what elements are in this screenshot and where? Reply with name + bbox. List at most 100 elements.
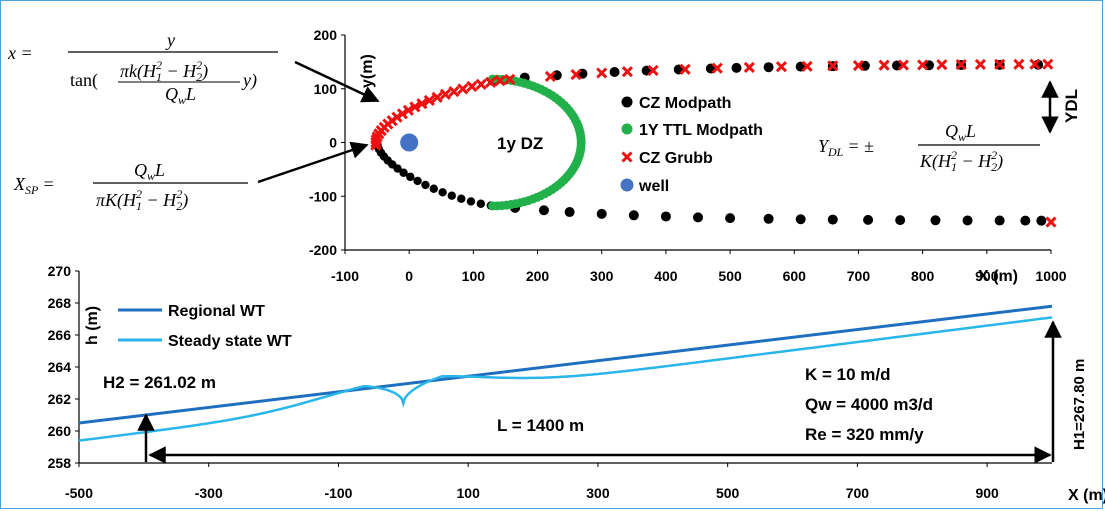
cz-modpath-point (628, 210, 639, 221)
capture-zone-chart: -100 0 100 200 300 400 500 600 700 800 900 10002001… (257, 27, 1081, 285)
top-x-tick-label: 800 (911, 268, 935, 284)
top-axes (341, 34, 1052, 254)
legend-marker-1y-ttl (621, 123, 633, 135)
bottom-xlabel: X (m) (1068, 487, 1105, 504)
bottom-x-tick-label: 900 (975, 485, 999, 501)
top-y-tick-label: -200 (309, 242, 337, 258)
cz-modpath-point (1036, 215, 1047, 226)
legend-label-steady: Steady state WT (168, 333, 292, 350)
cz-grubb-point (1045, 216, 1057, 228)
legend-marker-cz-grubb (621, 151, 633, 163)
cz-modpath-point (466, 197, 476, 206)
x-eq-den-frac-den: QwL (165, 84, 196, 107)
top-y-tick-label: 200 (314, 27, 338, 43)
legend-label-1y-ttl: 1Y TTL Modpath (639, 122, 763, 139)
bottom-x-tick-label: 100 (457, 485, 481, 501)
cz-grubb-point (679, 63, 691, 75)
bottom-x-tick-label: 300 (586, 485, 610, 501)
legend-label-cz-grubb: CZ Grubb (639, 150, 713, 167)
x-equation: x = y tan( πk(H12 − H22) QwL y) (7, 30, 278, 107)
ydl-eq-den: K(H12 − H22) (919, 148, 1003, 174)
legend-label-regional: Regional WT (168, 303, 265, 320)
cz-grubb-point (852, 59, 865, 72)
cz-grubb-point (409, 101, 421, 113)
cz-grubb-point (439, 88, 451, 100)
x-eq-lhs: x = (7, 43, 33, 63)
top-y-tick-label: -100 (309, 188, 337, 204)
cz-modpath-point (994, 215, 1005, 226)
cz-modpath-point (399, 168, 408, 177)
cz-grubb-point (621, 66, 633, 78)
x-eq-den-tail: y) (241, 70, 257, 91)
bottom-x-tick-label: 500 (716, 485, 740, 501)
cz-modpath-point (564, 207, 575, 218)
top-x-tick-label: 700 (847, 268, 871, 284)
xsp-eq-lhs: XSP = (13, 174, 55, 197)
bottom-y-tick-label: 264 (48, 359, 72, 375)
xsp-eq-pointer-arrow (257, 141, 369, 184)
cz-grubb-point (1029, 58, 1041, 70)
cz-modpath-point (863, 214, 874, 225)
cz-modpath-point (406, 172, 415, 182)
top-x-tick-label: 1000 (1035, 268, 1066, 284)
cz-modpath-point (693, 212, 703, 223)
top-y-tick-label: 100 (314, 81, 338, 97)
bottom-y-tick-label: 266 (48, 327, 72, 343)
cz-modpath-point (421, 180, 430, 190)
cz-grubb-point (466, 80, 478, 93)
top-ylabel: y(m) (359, 54, 376, 88)
bottom-x-tick-label: -300 (195, 485, 223, 501)
top-x-tick-label: -100 (331, 268, 359, 284)
cz-modpath-point (660, 211, 671, 222)
bottom-x-tick-label: -500 (65, 485, 93, 501)
cz-modpath-point (763, 213, 774, 224)
cz-modpath-point (476, 199, 486, 208)
h1-annotation: H1=267.80 m (1071, 359, 1088, 450)
cz-grubb-point (994, 58, 1006, 70)
top-x-tick-label: 300 (590, 268, 614, 284)
qw-annotation: Qw = 4000 m3/d (805, 395, 933, 414)
ydl-eq-num: QwL (945, 121, 976, 144)
top-tick-labels: -100 0 100 200 300 400 500 600 700 800 900 10002001… (309, 27, 1067, 284)
cz-modpath-point (429, 184, 439, 193)
k-annotation: K = 10 m/d (805, 365, 891, 384)
cz-grubb-point (711, 62, 723, 74)
top-data-points (370, 58, 1057, 228)
cz-modpath-point (731, 62, 742, 73)
cz-grubb-point (936, 59, 948, 71)
cz-grubb-point (544, 70, 556, 82)
cz-grubb-point (596, 67, 608, 79)
top-x-tick-label: 400 (654, 268, 678, 284)
bottom-y-tick-label: 258 (48, 455, 72, 471)
cz-modpath-point (763, 62, 774, 73)
ydl-equation: YDL = ± QwL K(H12 − H22) (818, 121, 1040, 174)
bottom-y-tick-label: 260 (48, 423, 72, 439)
top-x-tick-label: 0 (405, 268, 413, 284)
bottom-tick-labels: -500 -300 -100 100 300 500 700 900 270 268 266 264 2… (48, 263, 999, 501)
cz-grubb-point (1013, 58, 1025, 70)
cz-grubb-point (504, 73, 516, 85)
cz-modpath-point (795, 214, 806, 225)
cz-grubb-point (475, 78, 487, 90)
bottom-ylabel: h (m) (84, 306, 101, 345)
cz-grubb-point (423, 94, 435, 107)
cz-grubb-point (402, 104, 414, 116)
cz-modpath-point (895, 215, 906, 226)
cz-modpath-point (393, 164, 402, 173)
cz-modpath-point (447, 191, 456, 200)
cz-grubb-point (955, 59, 967, 71)
x-eq-pointer-arrow (294, 60, 380, 103)
legend-marker-well (620, 178, 634, 192)
ydl-eq-lhs: YDL = ± (818, 136, 874, 159)
ydl-label: YDL (1062, 89, 1081, 123)
h2-annotation: H2 = 261.02 m (103, 373, 216, 392)
cz-grubb-point (647, 64, 659, 77)
top-x-tick-label: 600 (783, 268, 807, 284)
cz-grubb-point (827, 60, 839, 72)
ttl-modpath-point (488, 201, 498, 211)
bottom-y-tick-label: 262 (48, 391, 72, 407)
cz-grubb-point (431, 91, 443, 103)
xsp-eq-den: πK(H12 − H22) (96, 187, 188, 213)
legend-label-well: well (638, 178, 669, 195)
